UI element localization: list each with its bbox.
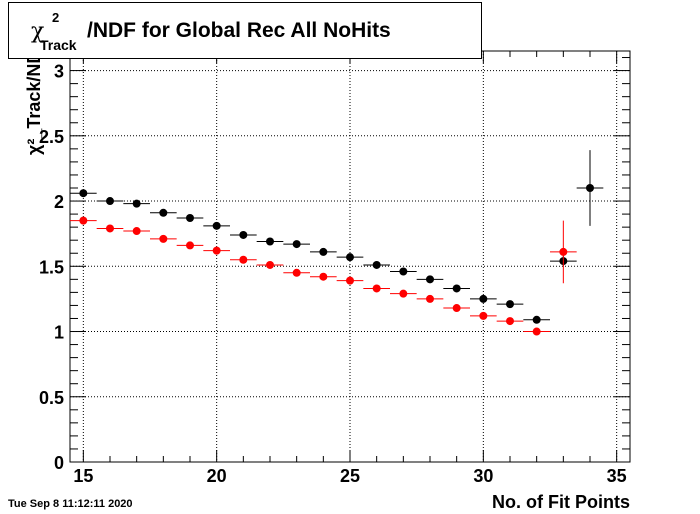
x-tick-label: 35 [607,466,627,486]
data-point [159,208,168,217]
data-points [70,150,604,336]
data-point [79,216,88,225]
chart-title: /NDF for Global Rec All NoHits [87,19,391,42]
data-point [159,234,168,243]
data-point [266,237,274,246]
data-point [399,267,408,276]
data-point [106,224,114,233]
timestamp: Tue Sep 8 11:12:11 2020 [8,498,133,510]
data-point [479,311,488,320]
data-point [319,272,328,281]
data-point [292,268,301,277]
data-point [292,240,301,249]
y-tick-label: 3 [54,62,64,82]
data-point [372,260,381,269]
title-chi-symbol: χ [31,19,45,44]
data-point [452,304,461,313]
y-tick-label: 2 [54,192,64,212]
data-point [186,214,194,223]
data-point [186,241,194,250]
data-point [399,289,408,298]
y-tick-label: 1.5 [39,257,64,277]
data-point [426,294,434,303]
data-point [479,294,488,303]
tick-labels: 15 20 25 30 35 0 0.5 1 1.5 2 2.5 3 [39,62,627,486]
data-point [586,184,594,192]
data-point [506,300,514,309]
title-subscript: Track [40,37,77,53]
y-axis-label: χ²_Track/NDF [24,40,44,155]
data-point [266,260,274,269]
data-point [506,317,514,326]
y-tick-label: 2.5 [39,127,64,147]
x-tick-label: 15 [73,466,93,486]
data-point [532,327,541,336]
data-point [346,276,354,285]
chart-title-box: χ 2 Track /NDF for Global Rec All NoHits [8,2,482,59]
data-point [559,247,568,256]
y-tick-label: 0.5 [39,388,64,408]
data-point [79,189,88,198]
x-tick-label: 30 [473,466,493,486]
data-point [132,227,141,236]
data-point [212,246,221,255]
data-point [319,247,328,256]
data-point [532,315,541,324]
data-point [452,284,461,293]
y-tick-label: 0 [54,453,64,473]
data-point [239,230,248,239]
x-tick-label: 25 [340,466,360,486]
x-tick-label: 20 [207,466,227,486]
data-point [132,199,141,208]
x-axis-label: No. of Fit Points [492,492,630,512]
data-point [426,275,434,284]
data-point [372,284,381,293]
data-point [346,253,354,262]
data-point [239,255,248,264]
data-point [212,221,221,230]
data-point [106,197,114,206]
title-superscript: 2 [52,10,60,25]
y-tick-label: 1 [54,323,64,343]
